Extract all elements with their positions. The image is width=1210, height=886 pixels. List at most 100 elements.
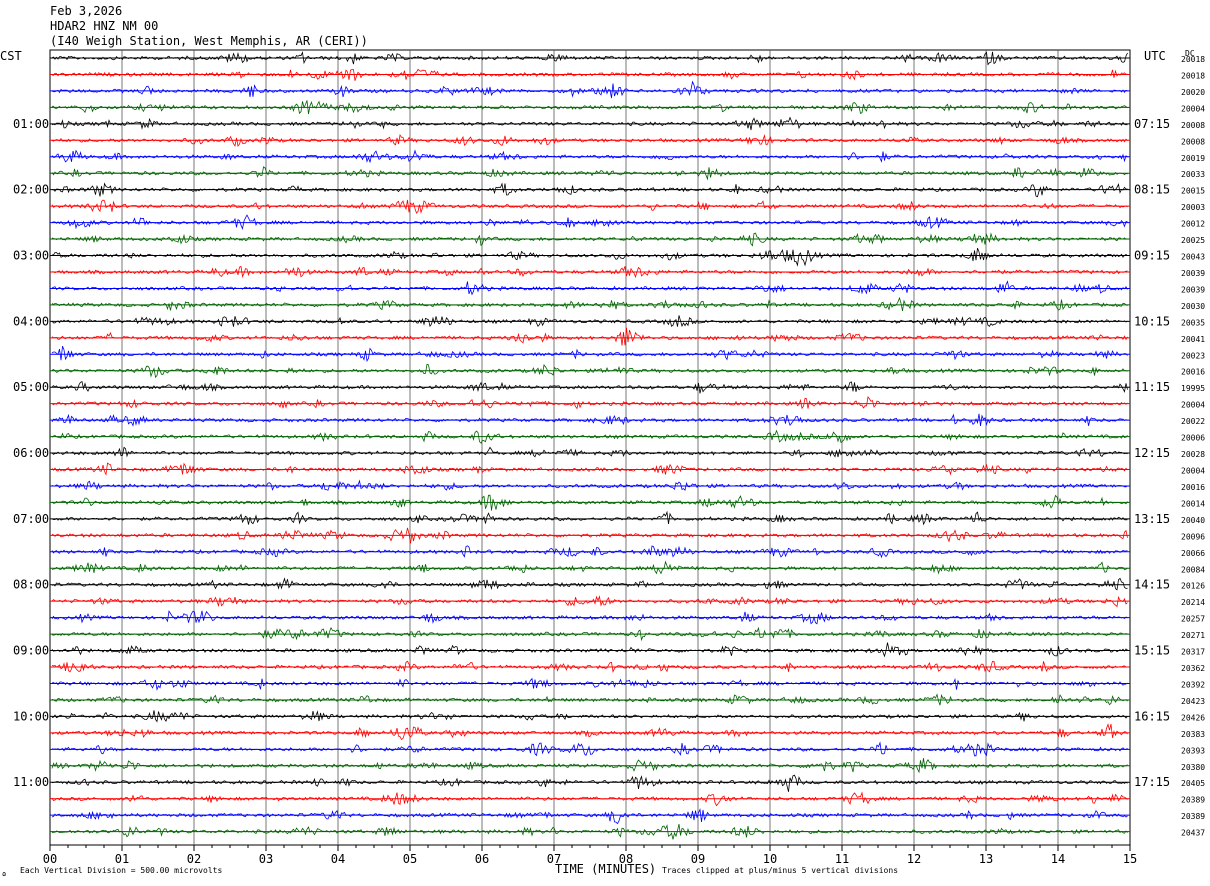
seismic-trace <box>51 693 1128 706</box>
seismic-trace <box>51 610 1128 625</box>
dc-offset-label: 20033 <box>1181 170 1205 179</box>
dc-offset-label: 20271 <box>1181 631 1205 640</box>
dc-offset-label: 20041 <box>1181 335 1205 344</box>
seismic-trace <box>51 413 1128 427</box>
seismic-trace <box>51 363 1128 379</box>
dc-offset-label: 20004 <box>1181 104 1205 113</box>
seismic-trace <box>51 232 1128 247</box>
utc-hour-label: 14:15 <box>1134 578 1170 592</box>
dc-offset-label: 20018 <box>1181 71 1205 80</box>
dc-offset-label: 20040 <box>1181 516 1205 525</box>
cst-hour-label: 07:00 <box>13 512 49 526</box>
dc-offset-label: 20004 <box>1181 467 1205 476</box>
cst-hour-label: 08:00 <box>13 578 49 592</box>
x-tick-label: 06 <box>475 852 489 866</box>
dc-offset-label: 20039 <box>1181 269 1205 278</box>
seismic-trace <box>51 327 1128 346</box>
utc-hour-label: 10:15 <box>1134 314 1170 328</box>
cst-hour-label: 09:00 <box>13 644 49 658</box>
dc-offset-label: 20317 <box>1181 648 1205 657</box>
x-tick-label: 15 <box>1123 852 1137 866</box>
left-timezone-label: CST <box>0 49 22 63</box>
vertical-division-note: Each Vertical Division = 500.00 microvol… <box>20 866 223 875</box>
dc-offset-label: 20393 <box>1181 746 1205 755</box>
x-tick-label: 05 <box>403 852 417 866</box>
station-location: (I40 Weigh Station, West Memphis, AR (CE… <box>50 34 368 48</box>
seismic-trace <box>51 396 1128 410</box>
x-tick-label: 02 <box>187 852 201 866</box>
dc-offset-label: 20025 <box>1181 236 1205 245</box>
utc-hour-label: 09:15 <box>1134 249 1170 263</box>
dc-offset-label: 20028 <box>1181 450 1205 459</box>
seismic-trace <box>51 166 1128 181</box>
x-tick-label: 00 <box>43 852 57 866</box>
dc-offset-label: 20084 <box>1181 565 1205 574</box>
seismic-trace <box>51 446 1128 458</box>
cst-hour-label: 03:00 <box>13 249 49 263</box>
seismic-trace <box>51 462 1128 476</box>
dc-offset-label: 19995 <box>1181 384 1205 393</box>
x-tick-label: 09 <box>691 852 705 866</box>
seismic-trace <box>51 660 1128 673</box>
seismic-trace <box>51 642 1128 658</box>
dc-offset-label: 20020 <box>1181 88 1205 97</box>
seismic-trace <box>51 346 1128 363</box>
seismic-trace <box>51 595 1128 608</box>
dc-offset-label: 20016 <box>1181 483 1205 492</box>
seismic-trace <box>52 100 1128 115</box>
x-tick-label: 14 <box>1051 852 1065 866</box>
dc-offset-label: 20437 <box>1181 829 1205 838</box>
seismic-trace <box>51 710 1128 723</box>
seismic-trace <box>51 315 1128 328</box>
right-timezone-label: UTC <box>1144 49 1166 63</box>
seismic-trace <box>51 116 1128 131</box>
seismic-trace <box>51 758 1128 774</box>
seismic-trace <box>52 182 1128 198</box>
seismic-trace <box>51 791 1128 807</box>
dc-offset-label: 20012 <box>1181 220 1205 229</box>
cst-hour-label: 02:00 <box>13 183 49 197</box>
utc-hour-label: 16:15 <box>1134 709 1170 723</box>
seismic-trace <box>51 824 1128 840</box>
dc-offset-label: 20006 <box>1181 434 1205 443</box>
dc-offset-label: 20362 <box>1181 664 1205 673</box>
seismic-trace <box>51 296 1128 311</box>
dc-offset-label: 20257 <box>1181 615 1205 624</box>
seismic-trace <box>51 149 1128 163</box>
dc-offset-label: 20030 <box>1181 302 1205 311</box>
utc-hour-label: 07:15 <box>1134 117 1170 131</box>
logo-mark: ɷ <box>2 870 7 878</box>
seismic-trace <box>51 68 1128 81</box>
seismic-trace <box>52 265 1128 279</box>
dc-offset-label: 20043 <box>1181 253 1205 262</box>
dc-offset-label: 20023 <box>1181 351 1205 360</box>
dc-offset-label: 20014 <box>1181 499 1205 508</box>
x-tick-label: 04 <box>331 852 345 866</box>
utc-hour-label: 13:15 <box>1134 512 1170 526</box>
utc-hour-label: 08:15 <box>1134 183 1170 197</box>
cst-hour-label: 06:00 <box>13 446 49 460</box>
x-tick-label: 01 <box>115 852 129 866</box>
dc-column-label: DC <box>1185 49 1195 58</box>
cst-hour-label: 11:00 <box>13 775 49 789</box>
x-tick-label: 11 <box>835 852 849 866</box>
x-tick-label: 07 <box>547 852 561 866</box>
seismic-trace <box>51 280 1128 296</box>
seismic-trace <box>51 494 1128 511</box>
x-axis-title: TIME (MINUTES) <box>555 862 657 876</box>
x-tick-label: 10 <box>763 852 777 866</box>
dc-offset-label: 20426 <box>1181 713 1205 722</box>
station-code: HDAR2 HNZ NM 00 <box>50 19 159 33</box>
x-tick-label: 08 <box>619 852 633 866</box>
seismic-trace <box>51 808 1128 825</box>
dc-offset-label: 20126 <box>1181 582 1205 591</box>
utc-hour-label: 17:15 <box>1134 775 1170 789</box>
dc-offset-label: 20004 <box>1181 401 1205 410</box>
dc-offset-label: 20022 <box>1181 417 1205 426</box>
dc-offset-label: 20016 <box>1181 368 1205 377</box>
seismic-trace <box>51 51 1128 66</box>
dc-offset-label: 20035 <box>1181 318 1205 327</box>
seismic-trace <box>51 545 1128 559</box>
seismic-trace <box>51 381 1128 394</box>
dc-offset-label: 20003 <box>1181 203 1205 212</box>
